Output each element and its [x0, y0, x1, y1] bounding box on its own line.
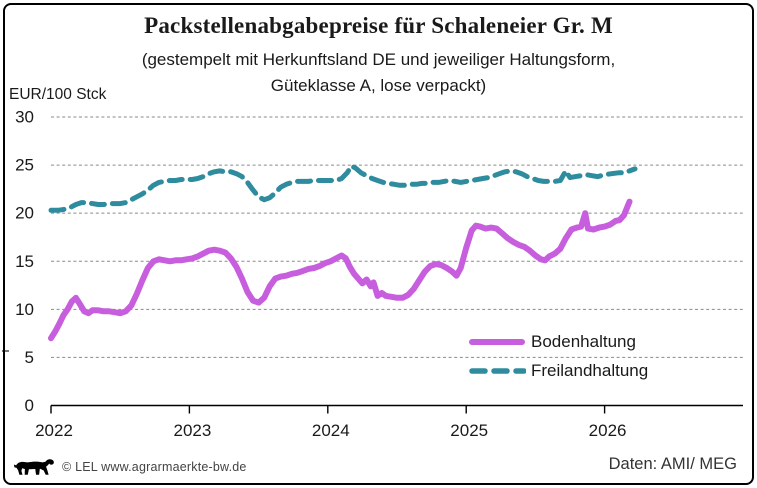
svg-text:5: 5 [25, 348, 34, 367]
svg-text:2023: 2023 [173, 421, 211, 440]
data-source-text: Daten: AMI/ MEG [608, 455, 737, 473]
chart-subtitle-line1: (gestempelt mit Herkunftsland DE und jew… [141, 50, 616, 69]
svg-text:20: 20 [15, 204, 34, 223]
y-axis-unit-label: EUR/100 Stck [9, 86, 107, 103]
legend-label-bodenhaltung: Bodenhaltung [531, 332, 636, 351]
copyright-text: © LEL www.agrarmaerkte-bw.de [62, 460, 247, 474]
svg-text:15: 15 [15, 252, 34, 271]
chart-title: Packstellenabgabepreise für Schaleneier … [144, 13, 613, 38]
chart-legend: Bodenhaltung Freilandhaltung [468, 331, 648, 389]
chart-subtitle: (gestempelt mit Herkunftsland DE und jew… [0, 47, 757, 99]
svg-text:2026: 2026 [589, 421, 627, 440]
svg-text:10: 10 [15, 300, 34, 319]
legend-item-freilandhaltung: Freilandhaltung [468, 360, 648, 382]
solid-line-swatch-icon [469, 339, 525, 345]
dashed-line-swatch-icon [469, 368, 526, 374]
bw-lion-logo-icon [13, 459, 54, 475]
svg-text:2025: 2025 [450, 421, 488, 440]
svg-text:30: 30 [15, 108, 34, 127]
footer-branding: © LEL www.agrarmaerkte-bw.de [13, 456, 247, 478]
chart-subtitle-line2: Güteklasse A, lose verpackt) [270, 76, 487, 95]
svg-text:2024: 2024 [312, 421, 350, 440]
legend-item-bodenhaltung: Bodenhaltung [468, 331, 648, 353]
legend-label-freilandhaltung: Freilandhaltung [531, 361, 649, 380]
svg-text:25: 25 [15, 156, 34, 175]
svg-text:2022: 2022 [35, 421, 73, 440]
svg-text:0: 0 [25, 396, 34, 415]
stray-dash-artifact [2, 350, 9, 352]
